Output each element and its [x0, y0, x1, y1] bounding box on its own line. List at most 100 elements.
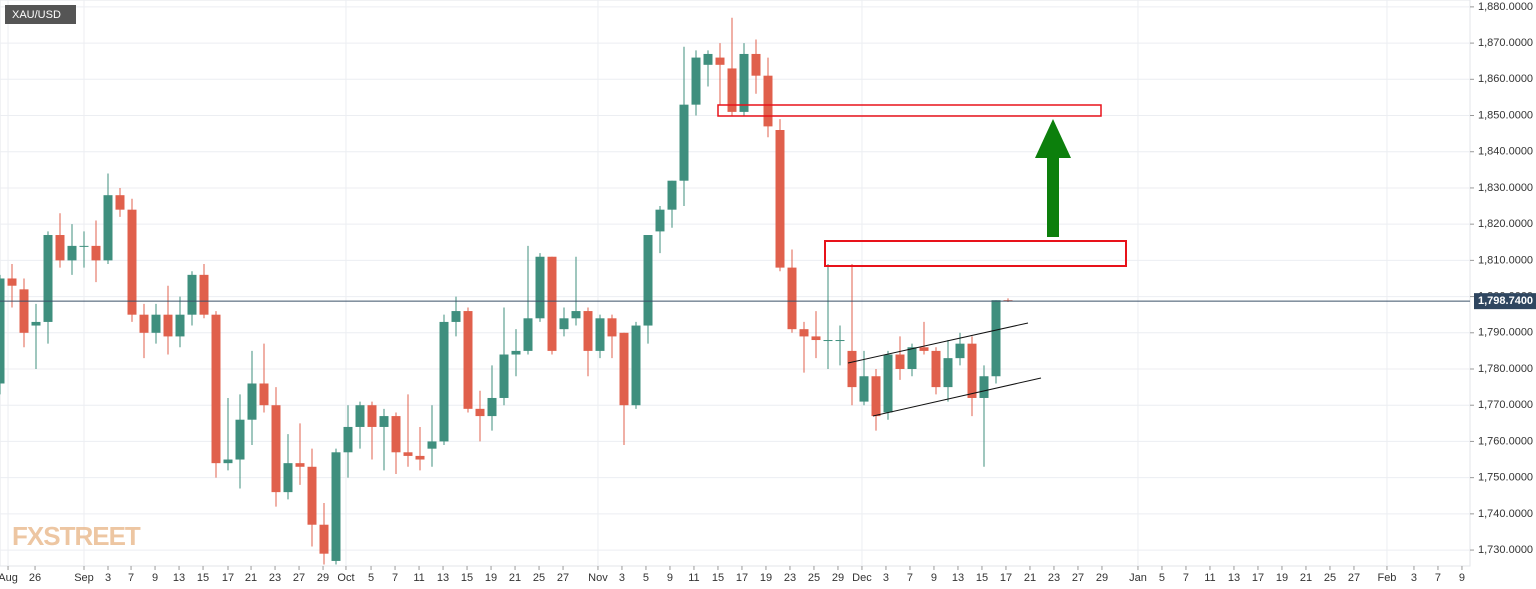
arrow-head — [1035, 119, 1071, 158]
candle-body — [787, 267, 797, 330]
x-tick-label: 13 — [437, 572, 449, 584]
x-tick-label: 21 — [245, 572, 257, 584]
y-tick-label: 1,780.0000 — [1478, 363, 1533, 375]
x-tick-label: 7 — [907, 572, 913, 584]
x-tick-label: 3 — [883, 572, 889, 584]
x-tick-label: 27 — [557, 572, 569, 584]
x-tick-label: 19 — [760, 572, 772, 584]
last-price-label: 1,798.7400 — [1478, 295, 1533, 307]
candle-body — [931, 350, 941, 388]
candle-body — [475, 408, 485, 417]
x-tick-label: 17 — [736, 572, 748, 584]
candle-body — [43, 235, 53, 322]
candle-body — [583, 311, 593, 351]
candle-body — [655, 209, 665, 232]
x-tick-label: 11 — [413, 572, 424, 584]
candle-body — [55, 235, 65, 261]
candle-body — [847, 350, 857, 388]
y-tick-label: 1,810.0000 — [1478, 254, 1533, 266]
symbol: XAU/USD — [12, 9, 61, 21]
candle-body — [415, 455, 425, 460]
x-tick-label: 29 — [1096, 572, 1108, 584]
y-tick-label: 1,790.0000 — [1478, 327, 1533, 339]
candle-body — [871, 376, 881, 417]
x-tick-label: 21 — [1024, 572, 1036, 584]
candle-body — [31, 321, 41, 326]
candles — [0, 17, 1013, 565]
candle-body — [859, 376, 869, 402]
x-tick-label: 17 — [222, 572, 234, 584]
candle-body — [751, 53, 761, 76]
candle-body — [319, 524, 329, 554]
candle-body — [463, 311, 473, 409]
candle-body — [559, 318, 569, 330]
x-tick-label: 9 — [931, 572, 937, 584]
candle-body — [283, 463, 293, 493]
y-tick-label: 1,730.0000 — [1478, 544, 1533, 556]
x-tick-label: 26 — [29, 572, 41, 584]
x-tick-label: Jan — [1129, 572, 1147, 584]
candle-body — [235, 419, 245, 460]
y-tick-label: 1,770.0000 — [1478, 399, 1533, 411]
y-tick-label: 1,830.0000 — [1478, 182, 1533, 194]
x-tick-label: 27 — [1348, 572, 1360, 584]
x-tick-label: 7 — [392, 572, 398, 584]
candle-body — [187, 274, 197, 315]
candle-body — [487, 397, 497, 417]
candle-body — [967, 343, 977, 398]
x-tick-label: 21 — [509, 572, 521, 584]
x-tick-label: 23 — [1048, 572, 1060, 584]
candle-body — [595, 318, 605, 351]
candle-body — [991, 300, 1001, 377]
x-tick-label: Feb — [1377, 572, 1396, 584]
x-tick-label: 15 — [197, 572, 209, 584]
candle-body — [91, 245, 101, 261]
x-tick-label: 7 — [1183, 572, 1189, 584]
symbol-box — [5, 5, 76, 24]
candle-body — [199, 274, 209, 315]
candle-body — [679, 104, 689, 181]
grid — [0, 0, 1470, 566]
y-tick-label: 1,870.0000 — [1478, 37, 1533, 49]
candle-body — [895, 354, 905, 370]
x-tick-label: 15 — [976, 572, 988, 584]
candle-body — [979, 376, 989, 398]
candle-body — [799, 329, 809, 337]
y-tick-label: 1,840.0000 — [1478, 146, 1533, 158]
candle-body — [883, 354, 893, 413]
candle-body — [19, 289, 29, 333]
x-tick-label: 21 — [1300, 572, 1312, 584]
candle-body — [907, 347, 917, 370]
candle-body — [727, 68, 737, 112]
y-tick-label: 1,850.0000 — [1478, 109, 1533, 121]
candle-body — [223, 459, 233, 464]
candle-body — [247, 383, 257, 420]
candle-body — [691, 57, 701, 105]
y-tick-label: 1,740.0000 — [1478, 508, 1533, 520]
candle-body — [499, 354, 509, 398]
y-tick-label: 1,750.0000 — [1478, 472, 1533, 484]
x-tick-label: 7 — [128, 572, 134, 584]
candle-body — [451, 311, 461, 322]
x-tick-label: 29 — [317, 572, 329, 584]
x-tick-label: 17 — [1000, 572, 1012, 584]
candle-body — [307, 466, 317, 525]
x-tick-label: 23 — [784, 572, 796, 584]
candle-body — [439, 321, 449, 442]
x-tick-label: 25 — [1324, 572, 1336, 584]
x-tick-label: 19 — [1276, 572, 1288, 584]
candle-body — [367, 405, 377, 427]
candle-body — [271, 405, 281, 493]
candle-body — [943, 358, 953, 388]
candle-body — [163, 314, 173, 337]
candle-body — [175, 314, 185, 337]
candle-body — [739, 53, 749, 112]
x-tick-label: 5 — [643, 572, 649, 584]
x-tick-label: 3 — [1411, 572, 1417, 584]
x-tick-label: 17 — [1252, 572, 1264, 584]
watermark: FXSTREET — [12, 521, 141, 551]
candle-body — [7, 278, 17, 286]
candle-body — [151, 314, 161, 333]
